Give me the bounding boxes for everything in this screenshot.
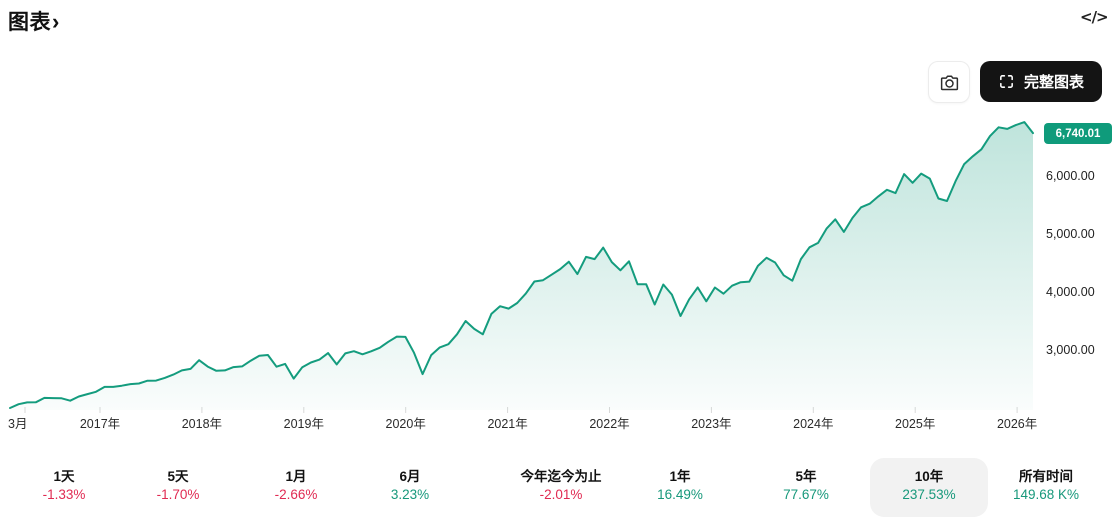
current-price-badge: 6,740.01	[1044, 123, 1112, 144]
x-axis-label: 2019年	[283, 417, 324, 431]
period-button-6月[interactable]: 6月 3.23%	[391, 468, 429, 504]
x-axis-label: 2021年	[487, 417, 528, 431]
page-title[interactable]: 图表›	[8, 6, 60, 36]
period-label: 5年	[795, 469, 817, 484]
camera-icon	[939, 72, 960, 93]
period-label: 1月	[285, 469, 307, 484]
period-change: -1.70%	[156, 487, 200, 502]
period-button-5天[interactable]: 5天 -1.70%	[157, 468, 200, 504]
code-embed-icon[interactable]: </>	[1080, 8, 1109, 26]
period-change: -2.66%	[274, 487, 318, 502]
period-label: 10年	[914, 469, 944, 484]
chevron-right-icon: ›	[52, 9, 60, 34]
period-button-1天[interactable]: 1天 -1.33%	[43, 468, 86, 504]
period-label: 5天	[167, 469, 189, 484]
y-axis-label: 4,000.00	[1046, 285, 1095, 299]
period-label: 1天	[53, 469, 75, 484]
x-axis-label: 2018年	[181, 417, 223, 431]
period-button-所有时间[interactable]: 所有时间 149.68 K%	[1013, 468, 1079, 504]
y-axis-label: 6,000.00	[1046, 169, 1095, 183]
period-label: 所有时间	[1019, 469, 1073, 484]
x-axis-label: 2026年	[996, 417, 1038, 431]
period-button-今年迄今为止[interactable]: 今年迄今为止 -2.01%	[521, 468, 602, 504]
period-change: -1.33%	[42, 487, 86, 502]
fullscreen-icon	[998, 73, 1015, 90]
period-label: 今年迄今为止	[520, 469, 602, 484]
x-axis-label: 3月	[8, 417, 28, 431]
price-line	[9, 121, 1034, 409]
screenshot-button[interactable]	[928, 61, 970, 103]
page-title-text: 图表	[8, 11, 51, 34]
period-change: 237.53%	[902, 487, 956, 502]
full-chart-button[interactable]: 完整图表	[980, 61, 1103, 102]
x-axis-label: 2024年	[793, 417, 834, 431]
period-button-10年[interactable]: 10年 237.53%	[870, 458, 988, 517]
period-label: 6月	[399, 469, 421, 484]
period-change: 3.23%	[390, 487, 430, 502]
x-axis-label: 2020年	[385, 417, 426, 431]
price-area	[10, 122, 1033, 410]
period-button-1月[interactable]: 1月 -2.66%	[275, 468, 318, 504]
x-axis-label: 2022年	[589, 417, 630, 431]
period-change: 77.67%	[783, 487, 829, 502]
x-axis-label: 2023年	[691, 417, 732, 431]
x-axis-label: 2017年	[79, 417, 121, 431]
y-axis-label: 3,000.00	[1046, 343, 1095, 357]
full-chart-button-label: 完整图表	[1024, 74, 1085, 91]
period-label: 1年	[669, 469, 691, 484]
y-axis-label: 5,000.00	[1046, 227, 1095, 241]
period-button-5年[interactable]: 5年 77.67%	[783, 468, 829, 504]
period-change: 16.49%	[657, 487, 703, 502]
period-button-1年[interactable]: 1年 16.49%	[657, 468, 703, 504]
period-change: -2.01%	[539, 487, 583, 502]
period-change: 149.68 K%	[1012, 487, 1080, 502]
x-axis-label: 2025年	[895, 417, 936, 431]
